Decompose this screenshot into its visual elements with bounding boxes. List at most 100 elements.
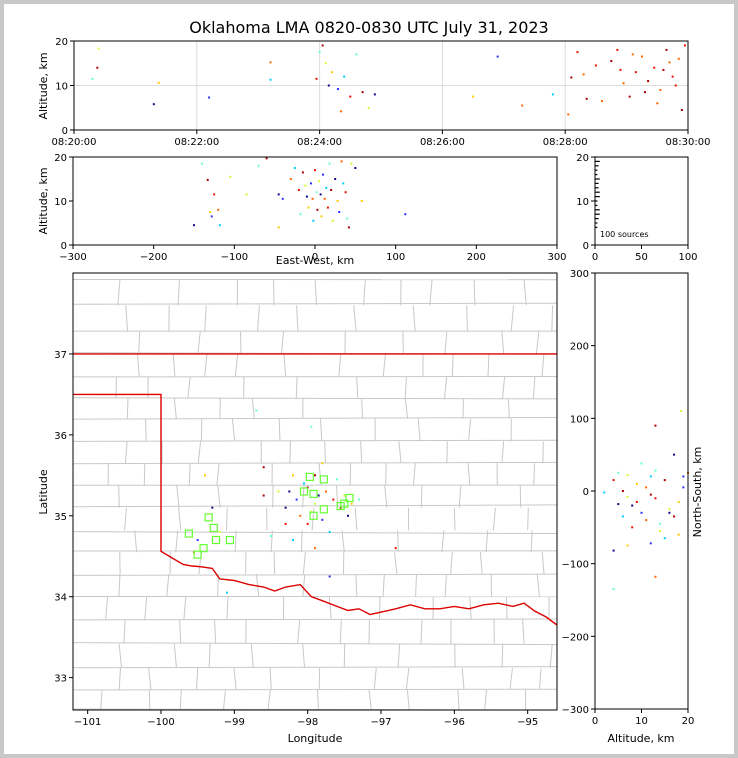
lightning-source-point [226,591,228,594]
county-line [283,353,287,377]
time-height-point [91,77,94,80]
county-line [176,484,180,508]
latitude-tick-label: 37 [54,350,67,361]
county-line [479,552,483,575]
north-south-point [640,511,643,514]
time-height-point [373,93,376,96]
county-line [339,619,342,644]
east-west-point [328,162,331,165]
county-line [343,643,346,668]
time-height-point [668,61,671,64]
lma-station-marker [319,475,328,484]
east-west-point [297,189,300,191]
county-line [73,397,557,400]
altitude-histogram-panel: 0 50 100 0 10 20 100 sources [576,153,697,263]
east-west-point [314,169,316,172]
county-line [468,418,472,442]
time-height-point [634,71,637,74]
county-line [172,353,176,377]
time-height-point [653,66,656,69]
north-south-point [603,491,606,494]
time-height-point [576,51,579,54]
county-line [467,463,471,486]
time-height-point [680,108,683,111]
county-line [444,376,448,399]
east-west-point [311,197,314,200]
county-line [118,643,122,668]
north-south-tick-label: 0 [583,487,589,498]
north-south-tick-label: 200 [570,342,589,353]
ns-altitude-tick-label: 10 [635,716,648,727]
county-line [353,305,357,332]
lma-station-marker [309,489,318,499]
north-south-point [649,542,652,545]
time-height-point [152,103,155,106]
histogram-x-tick-label: 50 [635,252,648,263]
county-line [523,279,527,306]
north-south-point [612,549,615,552]
north-south-tick-label: −100 [562,560,589,571]
north-south-point [677,533,680,536]
county-line [415,574,417,597]
time-height-point [644,91,647,94]
county-line [126,398,129,419]
county-line [187,376,191,399]
county-line [385,463,387,486]
county-line [450,552,453,575]
histogram-x-tick-label: 0 [592,252,598,263]
histogram-y-tick-label: 10 [576,197,589,208]
county-line [575,354,577,377]
time-tick-label: 08:28:00 [543,137,588,148]
county-line [124,441,128,464]
time-height-point [640,55,643,58]
time-height-point [96,66,99,69]
county-line [204,353,208,377]
time-height-point [582,73,585,76]
lightning-source-point [284,522,287,525]
east-west-point [277,193,280,196]
county-line [522,619,525,644]
figure-frame: Oklahoma LMA 0820-0830 UTC July 31, 2023… [4,4,734,754]
north-south-point [668,511,671,514]
county-line [570,463,571,485]
county-line [458,484,462,508]
time-height-point [594,64,597,67]
north-south-point [677,500,680,503]
county-line [302,552,306,575]
latitude-tick-label: 33 [54,674,67,685]
north-south-point [645,486,648,489]
county-line [269,667,272,690]
county-line [148,689,151,710]
time-height-point [601,100,604,103]
east-west-point [331,219,334,222]
north-south-point [612,588,615,591]
north-south-point [617,503,620,506]
county-line [225,507,228,531]
north-south-point [612,479,615,482]
county-line [444,331,448,354]
east-west-xlabel: East-West, km [276,254,354,267]
county-line [314,279,317,306]
county-line [178,507,182,531]
county-line [188,463,191,486]
county-line [117,279,121,306]
north-south-point [649,475,652,478]
time-height-point [330,71,333,74]
time-height-point [367,106,370,109]
county-line [179,619,182,644]
county-line [429,279,433,306]
north-south-point [621,490,624,492]
east-west-point [330,189,333,191]
east-west-point [404,213,407,216]
lightning-source-point [218,530,221,533]
east-west-point [319,193,322,196]
county-line [536,573,540,597]
county-line [404,398,409,419]
east-west-point [304,184,307,187]
county-line [73,666,557,669]
east-west-point [193,224,195,227]
lightning-source-point [314,502,316,505]
east-west-point [354,167,357,169]
county-line [420,485,423,508]
county-line [404,376,407,399]
